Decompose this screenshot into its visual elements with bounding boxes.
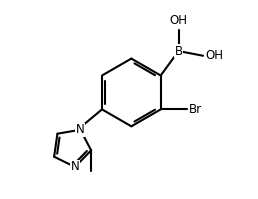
Text: N: N	[71, 160, 79, 174]
Text: OH: OH	[170, 14, 188, 27]
Text: B: B	[174, 45, 183, 58]
Text: OH: OH	[205, 49, 223, 62]
Text: N: N	[76, 123, 85, 136]
Text: Br: Br	[188, 103, 201, 116]
